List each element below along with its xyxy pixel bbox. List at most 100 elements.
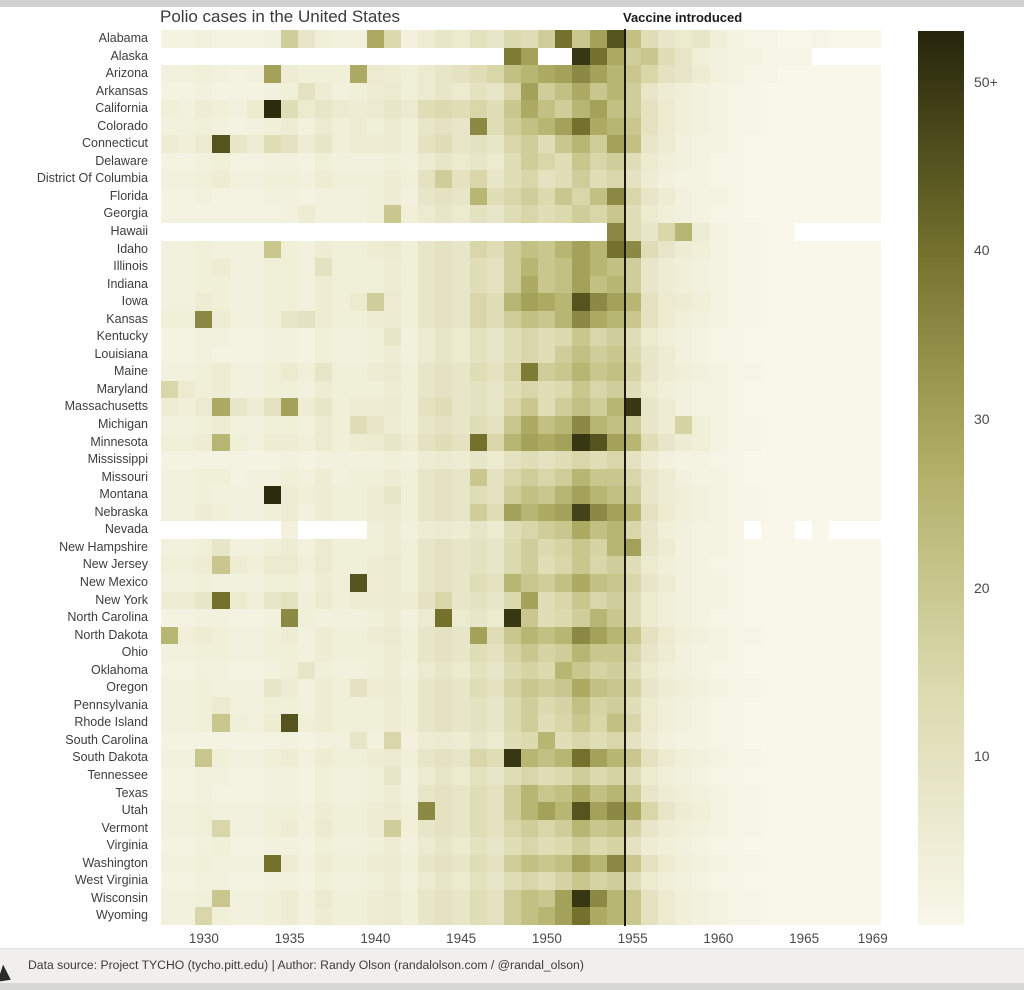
heatmap-row	[161, 626, 882, 645]
heatmap-cell	[229, 117, 247, 136]
heatmap-cell	[726, 573, 744, 592]
heatmap-cell	[503, 398, 521, 417]
heatmap-cell	[161, 907, 179, 925]
heatmap-cell	[349, 30, 367, 48]
heatmap-cell	[863, 837, 881, 855]
heatmap-cell	[709, 258, 727, 276]
heatmap-cell	[692, 696, 710, 715]
heatmap-cell	[692, 205, 710, 224]
heatmap-cell	[178, 258, 196, 276]
heatmap-cell	[555, 837, 573, 855]
heatmap-cell	[195, 223, 213, 241]
x-axis-tick-label: 1950	[531, 931, 562, 946]
heatmap-cell	[863, 872, 881, 890]
heatmap-cell	[555, 889, 573, 908]
heatmap-cell	[743, 679, 761, 697]
heatmap-cell	[366, 907, 384, 925]
heatmap-cell	[606, 433, 624, 452]
heatmap-cell	[709, 661, 727, 680]
heatmap-cell	[555, 731, 573, 750]
heatmap-cell	[658, 240, 676, 259]
heatmap-cell	[538, 152, 556, 171]
heatmap-cell	[572, 661, 590, 680]
heatmap-cell	[795, 556, 813, 574]
heatmap-cell	[572, 679, 590, 697]
y-axis-label: Kentucky	[96, 329, 148, 344]
heatmap-row	[161, 556, 882, 574]
heatmap-cell	[589, 679, 607, 697]
heatmap-cell	[726, 503, 744, 522]
heatmap-cell	[846, 293, 864, 311]
heatmap-cell	[760, 398, 779, 417]
heatmap-cell	[486, 223, 504, 241]
heatmap-cell	[161, 117, 179, 136]
heatmap-cell	[383, 135, 401, 153]
heatmap-cell	[640, 310, 659, 329]
heatmap-cell	[520, 802, 539, 820]
heatmap-cell	[760, 328, 779, 346]
heatmap-cell	[212, 573, 230, 592]
heatmap-cell	[452, 556, 470, 574]
heatmap-cell	[829, 205, 847, 224]
heatmap-cell	[332, 837, 350, 855]
heatmap-cell	[298, 679, 316, 697]
heatmap-cell	[246, 152, 264, 171]
heatmap-cell	[435, 626, 453, 645]
heatmap-cell	[452, 345, 470, 364]
heatmap-cell	[315, 451, 333, 469]
heatmap-cell	[503, 468, 521, 487]
heatmap-cell	[332, 82, 350, 101]
heatmap-cell	[538, 100, 556, 118]
heatmap-cell	[520, 293, 539, 311]
heatmap-cell	[229, 205, 247, 224]
heatmap-cell	[572, 486, 590, 504]
heatmap-cell	[280, 521, 299, 539]
heatmap-cell	[606, 626, 624, 645]
heatmap-cell	[366, 310, 384, 329]
heatmap-cell	[812, 416, 830, 434]
heatmap-cell	[315, 784, 333, 803]
heatmap-cell	[692, 468, 710, 487]
heatmap-cell	[640, 591, 659, 610]
heatmap-cell	[418, 538, 436, 557]
heatmap-cell	[486, 170, 504, 188]
heatmap-cell	[161, 345, 179, 364]
heatmap-cell	[640, 573, 659, 592]
y-axis-label: Rhode Island	[74, 715, 148, 730]
heatmap-cell	[606, 82, 624, 101]
heatmap-cell	[383, 223, 401, 241]
heatmap-cell	[503, 872, 521, 890]
heatmap-cell	[675, 187, 693, 206]
heatmap-cell	[263, 310, 281, 329]
heatmap-cell	[212, 889, 230, 908]
heatmap-cell	[538, 486, 556, 504]
heatmap-cell	[846, 117, 864, 136]
heatmap-cell	[503, 416, 521, 434]
heatmap-cell	[418, 345, 436, 364]
heatmap-cell	[589, 573, 607, 592]
heatmap-cell	[778, 714, 796, 732]
heatmap-cell	[812, 275, 830, 294]
heatmap-cell	[400, 679, 419, 697]
heatmap-cell	[520, 872, 539, 890]
heatmap-cell	[400, 714, 419, 732]
heatmap-cell	[229, 854, 247, 873]
heatmap-cell	[195, 416, 213, 434]
heatmap-cell	[829, 521, 847, 539]
heatmap-cell	[846, 889, 864, 908]
heatmap-cell	[709, 30, 727, 48]
heatmap-cell	[161, 30, 179, 48]
heatmap-cell	[520, 486, 539, 504]
heatmap-cell	[640, 784, 659, 803]
heatmap-cell	[383, 328, 401, 346]
heatmap-cell	[675, 609, 693, 627]
heatmap-cell	[503, 328, 521, 346]
heatmap-cell	[280, 661, 299, 680]
heatmap-cell	[743, 47, 761, 66]
chart-title: Polio cases in the United States	[160, 7, 401, 26]
heatmap-cell	[589, 784, 607, 803]
heatmap-cell	[298, 486, 316, 504]
heatmap-cell	[366, 293, 384, 311]
heatmap-cell	[640, 345, 659, 364]
heatmap-cell	[161, 135, 179, 153]
